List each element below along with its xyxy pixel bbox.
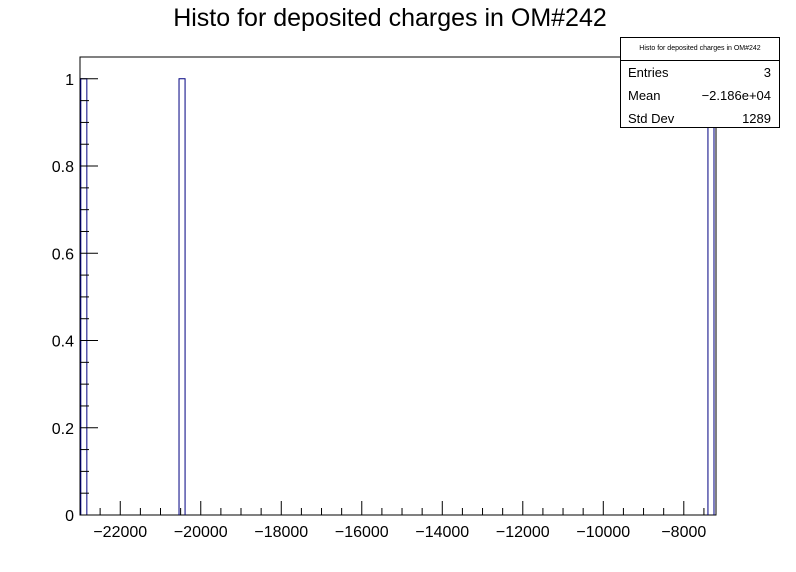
stats-box[interactable]: Histo for deposited charges in OM#242 En… bbox=[620, 37, 780, 128]
x-tick-label: −22000 bbox=[93, 524, 147, 541]
x-tick-label: −20000 bbox=[174, 524, 228, 541]
y-tick-label: 0 bbox=[65, 508, 74, 525]
x-tick-label: −12000 bbox=[496, 524, 550, 541]
histogram-bin bbox=[178, 78, 186, 515]
stats-mean-value: −2.186e+04 bbox=[701, 88, 771, 103]
stats-mean-row: Mean −2.186e+04 bbox=[621, 84, 779, 107]
stats-entries-value: 3 bbox=[763, 65, 771, 80]
x-tick-label: −18000 bbox=[254, 524, 308, 541]
y-tick-label: 1 bbox=[65, 72, 74, 89]
stats-stddev-row: Std Dev 1289 bbox=[621, 107, 779, 130]
x-tick-label: −10000 bbox=[576, 524, 630, 541]
stats-entries-row: Entries 3 bbox=[621, 61, 779, 84]
plot-frame bbox=[79, 56, 717, 516]
plot-border bbox=[79, 56, 717, 516]
x-tick-label: −8000 bbox=[661, 524, 706, 541]
stats-stddev-value: 1289 bbox=[742, 111, 771, 126]
y-tick-label: 0.6 bbox=[52, 246, 74, 263]
x-tick-label: −14000 bbox=[415, 524, 469, 541]
y-axis: 0 0.2 0.4 0.6 0.8 1 bbox=[52, 56, 98, 525]
x-tick-label: −16000 bbox=[335, 524, 389, 541]
y-tick-label: 0.4 bbox=[52, 334, 74, 351]
stats-entries-label: Entries bbox=[628, 65, 669, 80]
stats-mean-label: Mean bbox=[628, 88, 661, 103]
stats-box-title: Histo for deposited charges in OM#242 bbox=[621, 38, 779, 61]
y-tick-label: 0.8 bbox=[52, 159, 74, 176]
x-axis: −22000 −20000 −18000 −16000 −14000 −12000 −100… bbox=[79, 501, 706, 541]
histogram-bins bbox=[80, 78, 715, 515]
histogram-bin bbox=[707, 78, 715, 515]
stats-stddev-label: Std Dev bbox=[628, 111, 675, 126]
chart-title: Histo for deposited charges in OM#242 bbox=[173, 4, 607, 32]
y-tick-label: 0.2 bbox=[52, 421, 74, 438]
